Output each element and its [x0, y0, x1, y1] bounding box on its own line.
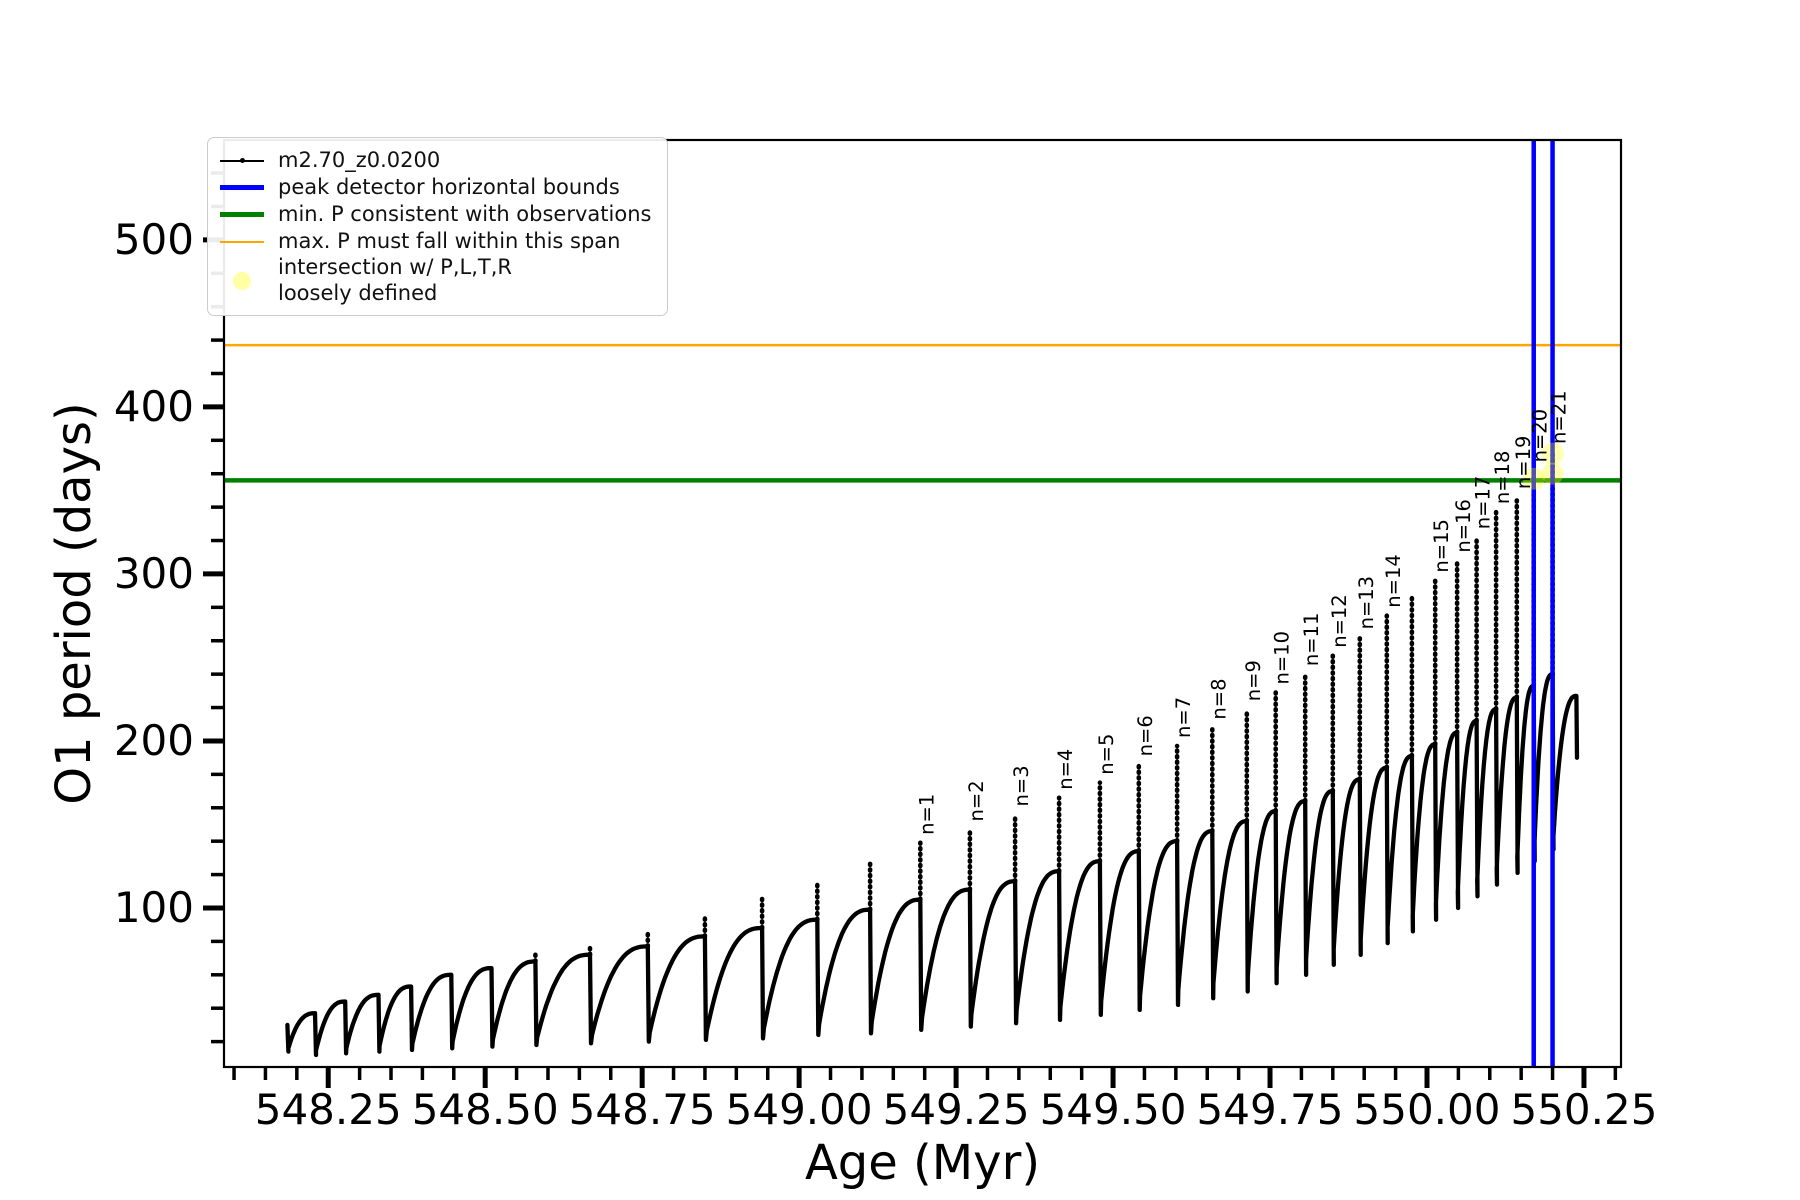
peak-label-n19: n=19: [1512, 436, 1535, 490]
x-tick-label: 548.50: [412, 1085, 559, 1134]
intersection-marker: [1541, 442, 1564, 465]
intersection-marker: [1522, 467, 1545, 490]
peak-label-n3: n=3: [1010, 765, 1033, 806]
peak-label-n5: n=5: [1095, 734, 1118, 775]
peak-label-n8: n=8: [1207, 678, 1230, 719]
peak-label-n15: n=15: [1430, 519, 1453, 573]
legend-item-min-p: min. P consistent with observations: [220, 201, 651, 228]
y-tick-label: 400: [114, 382, 194, 431]
peak-label-n20: n=20: [1529, 409, 1552, 463]
legend-label: peak detector horizontal bounds: [278, 174, 620, 199]
y-tick-label: 200: [114, 716, 194, 765]
legend-label: max. P must fall within this span: [278, 228, 621, 253]
peak-label-n7: n=7: [1172, 697, 1195, 738]
green-line-sample-icon: [220, 212, 264, 217]
peak-label-n11: n=11: [1300, 613, 1323, 667]
peak-label-n4: n=4: [1054, 749, 1077, 790]
x-axis-label: Age (Myr): [805, 1135, 1040, 1191]
legend-item-intersection: intersection w/ P,L,T,R loosely defined: [220, 255, 651, 306]
series-peak-spikes: [533, 449, 1555, 964]
peak-label-n13: n=13: [1355, 576, 1378, 630]
peak-label-n10: n=10: [1271, 631, 1294, 685]
legend-item-max-p: max. P must fall within this span: [220, 228, 651, 255]
y-tick-label: 300: [114, 549, 194, 598]
peak-label-n21: n=21: [1548, 390, 1571, 444]
y-tick-label: 100: [114, 883, 194, 932]
peak-label-n9: n=9: [1242, 660, 1265, 701]
legend-item-peak-bounds: peak detector horizontal bounds: [220, 174, 651, 201]
peak-label-n16: n=16: [1452, 499, 1475, 553]
x-tick-label: 549.25: [883, 1085, 1030, 1134]
legend-box: m2.70_z0.0200 peak detector horizontal b…: [207, 137, 669, 317]
series-curve: [285, 672, 1580, 1058]
x-tick-label: 550.25: [1510, 1085, 1657, 1134]
yellow-dot-sample-icon: [220, 271, 264, 290]
series-line-sample-icon: [220, 158, 264, 163]
x-tick-label: 549.75: [1197, 1085, 1344, 1134]
blue-line-sample-icon: [220, 185, 264, 190]
peak-label-n12: n=12: [1328, 594, 1351, 648]
legend-label: m2.70_z0.0200: [278, 147, 441, 172]
peak-label-n18: n=18: [1491, 451, 1514, 505]
peak-label-n2: n=2: [965, 780, 988, 821]
x-tick-label: 549.50: [1040, 1085, 1187, 1134]
x-tick-label: 549.00: [726, 1085, 873, 1134]
y-tick-label: 500: [114, 215, 194, 264]
legend-item-series: m2.70_z0.0200: [220, 147, 651, 174]
x-tick-label: 548.75: [569, 1085, 716, 1134]
intersection-marker: [1541, 462, 1564, 485]
peak-label-n14: n=14: [1382, 554, 1405, 608]
x-tick-label: 548.25: [255, 1085, 402, 1134]
peak-label-n1: n=1: [915, 794, 938, 835]
y-axis-label: O1 period (days): [46, 402, 102, 805]
peak-label-n17: n=17: [1472, 476, 1495, 530]
legend-label: min. P consistent with observations: [278, 201, 652, 226]
x-tick-label: 550.00: [1354, 1085, 1501, 1134]
peak-label-n6: n=6: [1134, 715, 1157, 756]
legend-label: intersection w/ P,L,T,R loosely defined: [278, 255, 512, 305]
orange-line-sample-icon: [220, 240, 264, 243]
axes-spines: [222, 138, 1623, 1069]
